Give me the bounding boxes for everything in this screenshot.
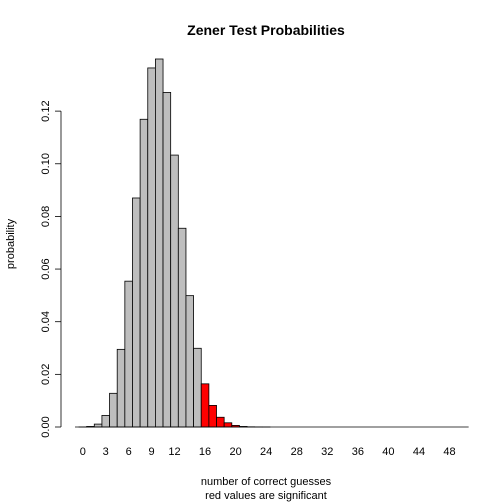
bar-3	[101, 415, 110, 428]
y-tick-label: 0.08	[40, 206, 52, 227]
bar-15	[193, 347, 202, 428]
x-tick-label: 12	[168, 446, 180, 458]
bar-9	[147, 67, 156, 428]
x-tick-label: 9	[149, 446, 155, 458]
bar-7	[132, 197, 141, 428]
x-tick-label: 28	[291, 446, 303, 458]
x-axis: 0 3 6 9 12 16 20 24 28 32 36 40 44 48	[80, 446, 456, 458]
bar-19	[223, 422, 233, 428]
bar-14	[185, 295, 195, 428]
bar-5	[116, 348, 126, 428]
bar-18	[216, 416, 225, 428]
y-axis: 0.00 0.02 0.04 0.06 0.08 0.10 0.12	[40, 100, 62, 438]
y-tick-label: 0.10	[40, 153, 52, 174]
chart-title: Zener Test Probabilities	[187, 22, 345, 38]
bar-8	[139, 118, 149, 428]
x-tick-label: 3	[103, 446, 109, 458]
y-tick-label: 0.04	[40, 311, 52, 332]
x-tick-label: 44	[413, 446, 425, 458]
x-tick-label: 36	[352, 446, 364, 458]
bar-16	[200, 383, 210, 428]
x-tick-label: 16	[199, 446, 211, 458]
x-tick-label: 0	[80, 446, 86, 458]
bar-13	[177, 227, 187, 428]
bar-2	[93, 423, 103, 428]
x-tick-label: 48	[443, 446, 455, 458]
bar-10	[154, 58, 164, 428]
bar-4	[109, 392, 118, 428]
bar-12	[170, 154, 179, 428]
y-tick-label: 0.00	[40, 416, 52, 437]
bar-6	[124, 280, 133, 428]
x-tick-label: 40	[382, 446, 394, 458]
x-tick-label: 32	[321, 446, 333, 458]
x-tick-label: 20	[229, 446, 241, 458]
x-tick-label: 6	[126, 446, 132, 458]
y-axis-label: probability	[5, 218, 17, 269]
bar-11	[162, 92, 172, 428]
x-axis-label: number of correct guesses	[201, 476, 332, 488]
bar-17	[208, 405, 217, 428]
y-tick-label: 0.06	[40, 258, 52, 279]
x-axis-note: red values are significant	[205, 490, 327, 502]
y-tick-label: 0.02	[40, 364, 52, 385]
y-tick-label: 0.12	[40, 100, 52, 121]
x-tick-label: 24	[260, 446, 272, 458]
bars	[75, 58, 469, 428]
